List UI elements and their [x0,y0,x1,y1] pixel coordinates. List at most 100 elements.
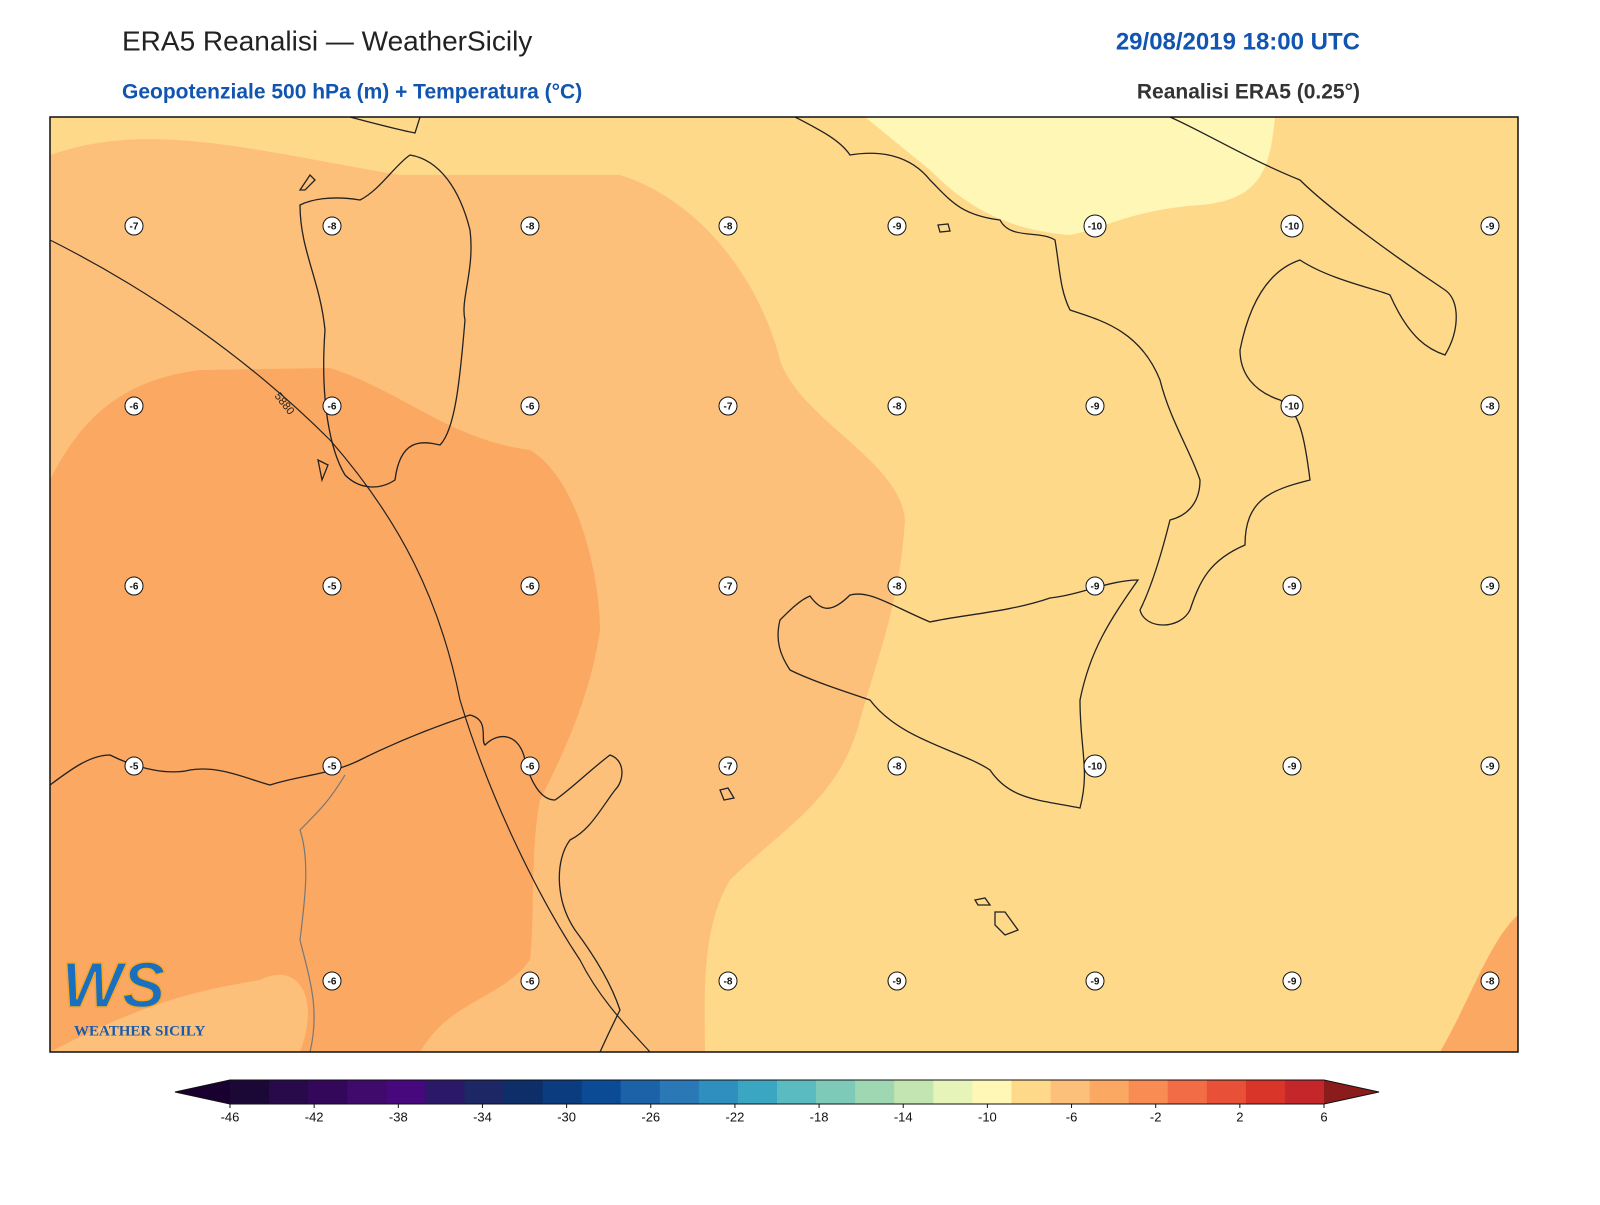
temperature-value: -7 [130,222,139,233]
colorbar-segment [972,1080,1012,1104]
colorbar-segment [1011,1080,1051,1104]
label-circle [520,396,540,416]
subtitle: Geopotenziale 500 hPa (m) + Temperatura … [122,81,582,104]
label-circle [887,396,907,416]
temperature-label: -8 [1480,971,1500,991]
label-circle [1480,971,1500,991]
temperature-value: -9 [1288,762,1297,773]
label-circle [322,396,342,416]
logo: WS WEATHER SICILY [61,948,205,1039]
temperature-value: -8 [724,977,733,988]
temperature-labels: -7 -8 -8 -8 -9 -10 -10 -9 -6 -6 -6 -7 -8 -9 -10 -8 -6 -5 -… [124,214,1500,991]
label-circle [1085,396,1105,416]
contour-5880 [50,239,651,1052]
temperature-label: -6 [520,576,540,596]
colorbar-segment [230,1080,270,1104]
label-circle [520,756,540,776]
temperature-label: -9 [887,971,907,991]
temperature-label: -10 [1083,214,1107,238]
temperature-value: -9 [1091,582,1100,593]
label-circle [718,756,738,776]
temperature-value: -10 [1285,222,1300,233]
colorbar-segment [425,1080,465,1104]
label-circle [887,971,907,991]
label-circle [1280,394,1304,418]
label-circle [1083,754,1107,778]
temperature-value: -9 [1486,222,1495,233]
label-circle [718,971,738,991]
temperature-label: -8 [887,576,907,596]
temperature-value: -7 [724,402,733,413]
colorbar-tick-label: -2 [1150,1109,1162,1124]
temperature-label: -9 [1282,756,1302,776]
temperature-label: -9 [1282,971,1302,991]
label-circle [322,756,342,776]
colorbar-segment [347,1080,387,1104]
temperature-label: -10 [1083,754,1107,778]
label-circle [1480,756,1500,776]
temperature-value: -7 [724,762,733,773]
label-circle [718,216,738,236]
temperature-value: -8 [1486,402,1495,413]
colorbar-segment [620,1080,661,1104]
label-circle [1282,576,1302,596]
temperature-value: -6 [130,582,139,593]
temperature-value: -6 [526,582,535,593]
colorbar-segment [503,1080,544,1104]
label-circle [718,576,738,596]
label-circle [1083,214,1107,238]
temperature-value: -6 [526,977,535,988]
temperature-label: -9 [1480,576,1500,596]
label-circle [520,576,540,596]
temperature-value: -6 [328,977,337,988]
colorbar-segment [855,1080,895,1104]
temperature-value: -6 [526,762,535,773]
border [299,774,346,1052]
colorbar-segment [659,1080,700,1104]
label-circle [124,576,144,596]
colorbar-segment [1167,1080,1208,1104]
temperature-value: -8 [893,402,902,413]
colorbar-tick-label: 2 [1236,1109,1243,1124]
colorbar-segment [1089,1080,1130,1104]
colorbar-segment [737,1080,778,1104]
temperature-label: -8 [322,216,342,236]
temperature-value: -8 [526,222,535,233]
temperature-label: -9 [1085,576,1105,596]
colorbar: -46 -42 -38 -34 -30 -26 -22 -18 -14 -10 -6 -2 2 6 [174,1079,1380,1124]
temperature-value: -9 [893,977,902,988]
label-circle [124,216,144,236]
colorbar-segment [894,1080,934,1104]
label-circle [322,216,342,236]
temperature-label: -6 [124,396,144,416]
temperature-value: -10 [1088,762,1103,773]
coastline [777,579,1140,809]
colorbar-segment [1128,1080,1169,1104]
colorbar-tick-label: -34 [473,1109,492,1124]
temperature-value: -8 [893,582,902,593]
colorbar-segment [386,1080,426,1104]
coastline [298,117,421,483]
temperature-value: -6 [526,402,535,413]
temperature-value: -9 [1288,582,1297,593]
temperature-value: -9 [1091,977,1100,988]
temperature-label: -8 [887,396,907,416]
colorbar-over [1324,1080,1379,1104]
temperature-label: -9 [1085,396,1105,416]
colorbar-tick-label: 6 [1320,1109,1327,1124]
temperature-label: -7 [718,756,738,776]
temperature-value: -5 [328,582,337,593]
colorbar-segment [816,1080,856,1104]
temperature-value: -5 [130,762,139,773]
source: Reanalisi ERA5 (0.25°) [1137,81,1360,104]
colorbar-segment [1206,1080,1247,1104]
temperature-label: -9 [1282,576,1302,596]
colorbar-segment [308,1080,348,1104]
colorbar-tick-label: -14 [894,1109,913,1124]
temperature-value: -6 [130,402,139,413]
colorbar-segment [269,1080,309,1104]
label-circle [322,971,342,991]
label-circle [887,216,907,236]
temperature-value: -6 [328,402,337,413]
temperature-label: -6 [124,576,144,596]
